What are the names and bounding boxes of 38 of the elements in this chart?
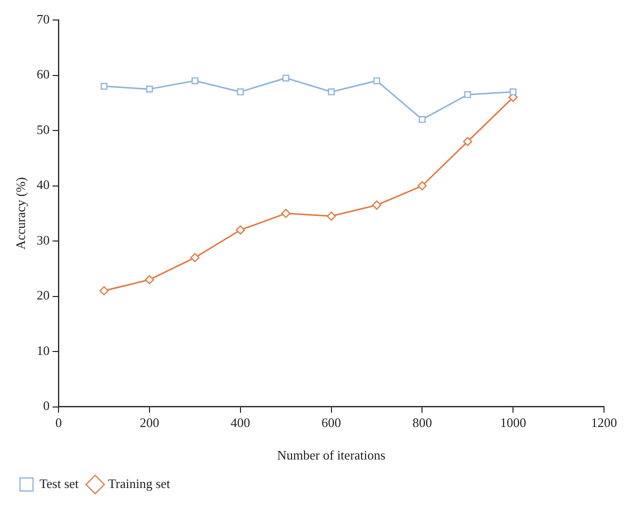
- x-tick-label: 200: [140, 415, 160, 430]
- x-tick-label: 400: [230, 415, 250, 430]
- x-tick-label: 1200: [591, 415, 617, 430]
- point: [236, 88, 244, 96]
- y-tick-label: 60: [36, 66, 50, 82]
- y-tick-label: 40: [36, 177, 50, 192]
- point: [418, 116, 426, 123]
- y-tick-label: 20: [36, 288, 50, 303]
- point: [510, 88, 517, 96]
- y-axis-title: Accuracy (%): [13, 177, 28, 250]
- legend-label: Test set: [40, 476, 80, 491]
- y-tick-label: 0: [43, 398, 50, 414]
- point: [372, 200, 382, 210]
- y-tick-label: 50: [36, 122, 50, 137]
- point: [281, 208, 290, 218]
- y-tick-label: 70: [36, 11, 50, 26]
- point: [190, 253, 200, 262]
- point: [326, 212, 336, 221]
- x-tick-label: 800: [412, 415, 432, 430]
- x-tick-label: 0: [55, 415, 62, 430]
- point: [192, 77, 198, 84]
- point: [144, 275, 154, 284]
- point: [373, 77, 380, 84]
- point: [418, 181, 427, 190]
- y-tick-label: 30: [36, 232, 50, 248]
- x-axis-title: Number of iterations: [277, 448, 386, 463]
- point: [282, 74, 290, 82]
- point: [236, 225, 245, 235]
- point: [100, 82, 108, 90]
- x-tick-label: 1000: [500, 415, 526, 430]
- point: [463, 136, 472, 146]
- point: [146, 86, 153, 92]
- y-tick-label: 10: [36, 342, 50, 358]
- legend-label: Training set: [108, 476, 171, 491]
- point: [464, 91, 472, 98]
- point: [328, 88, 335, 96]
- x-tick-label: 600: [322, 415, 342, 430]
- point: [99, 286, 109, 296]
